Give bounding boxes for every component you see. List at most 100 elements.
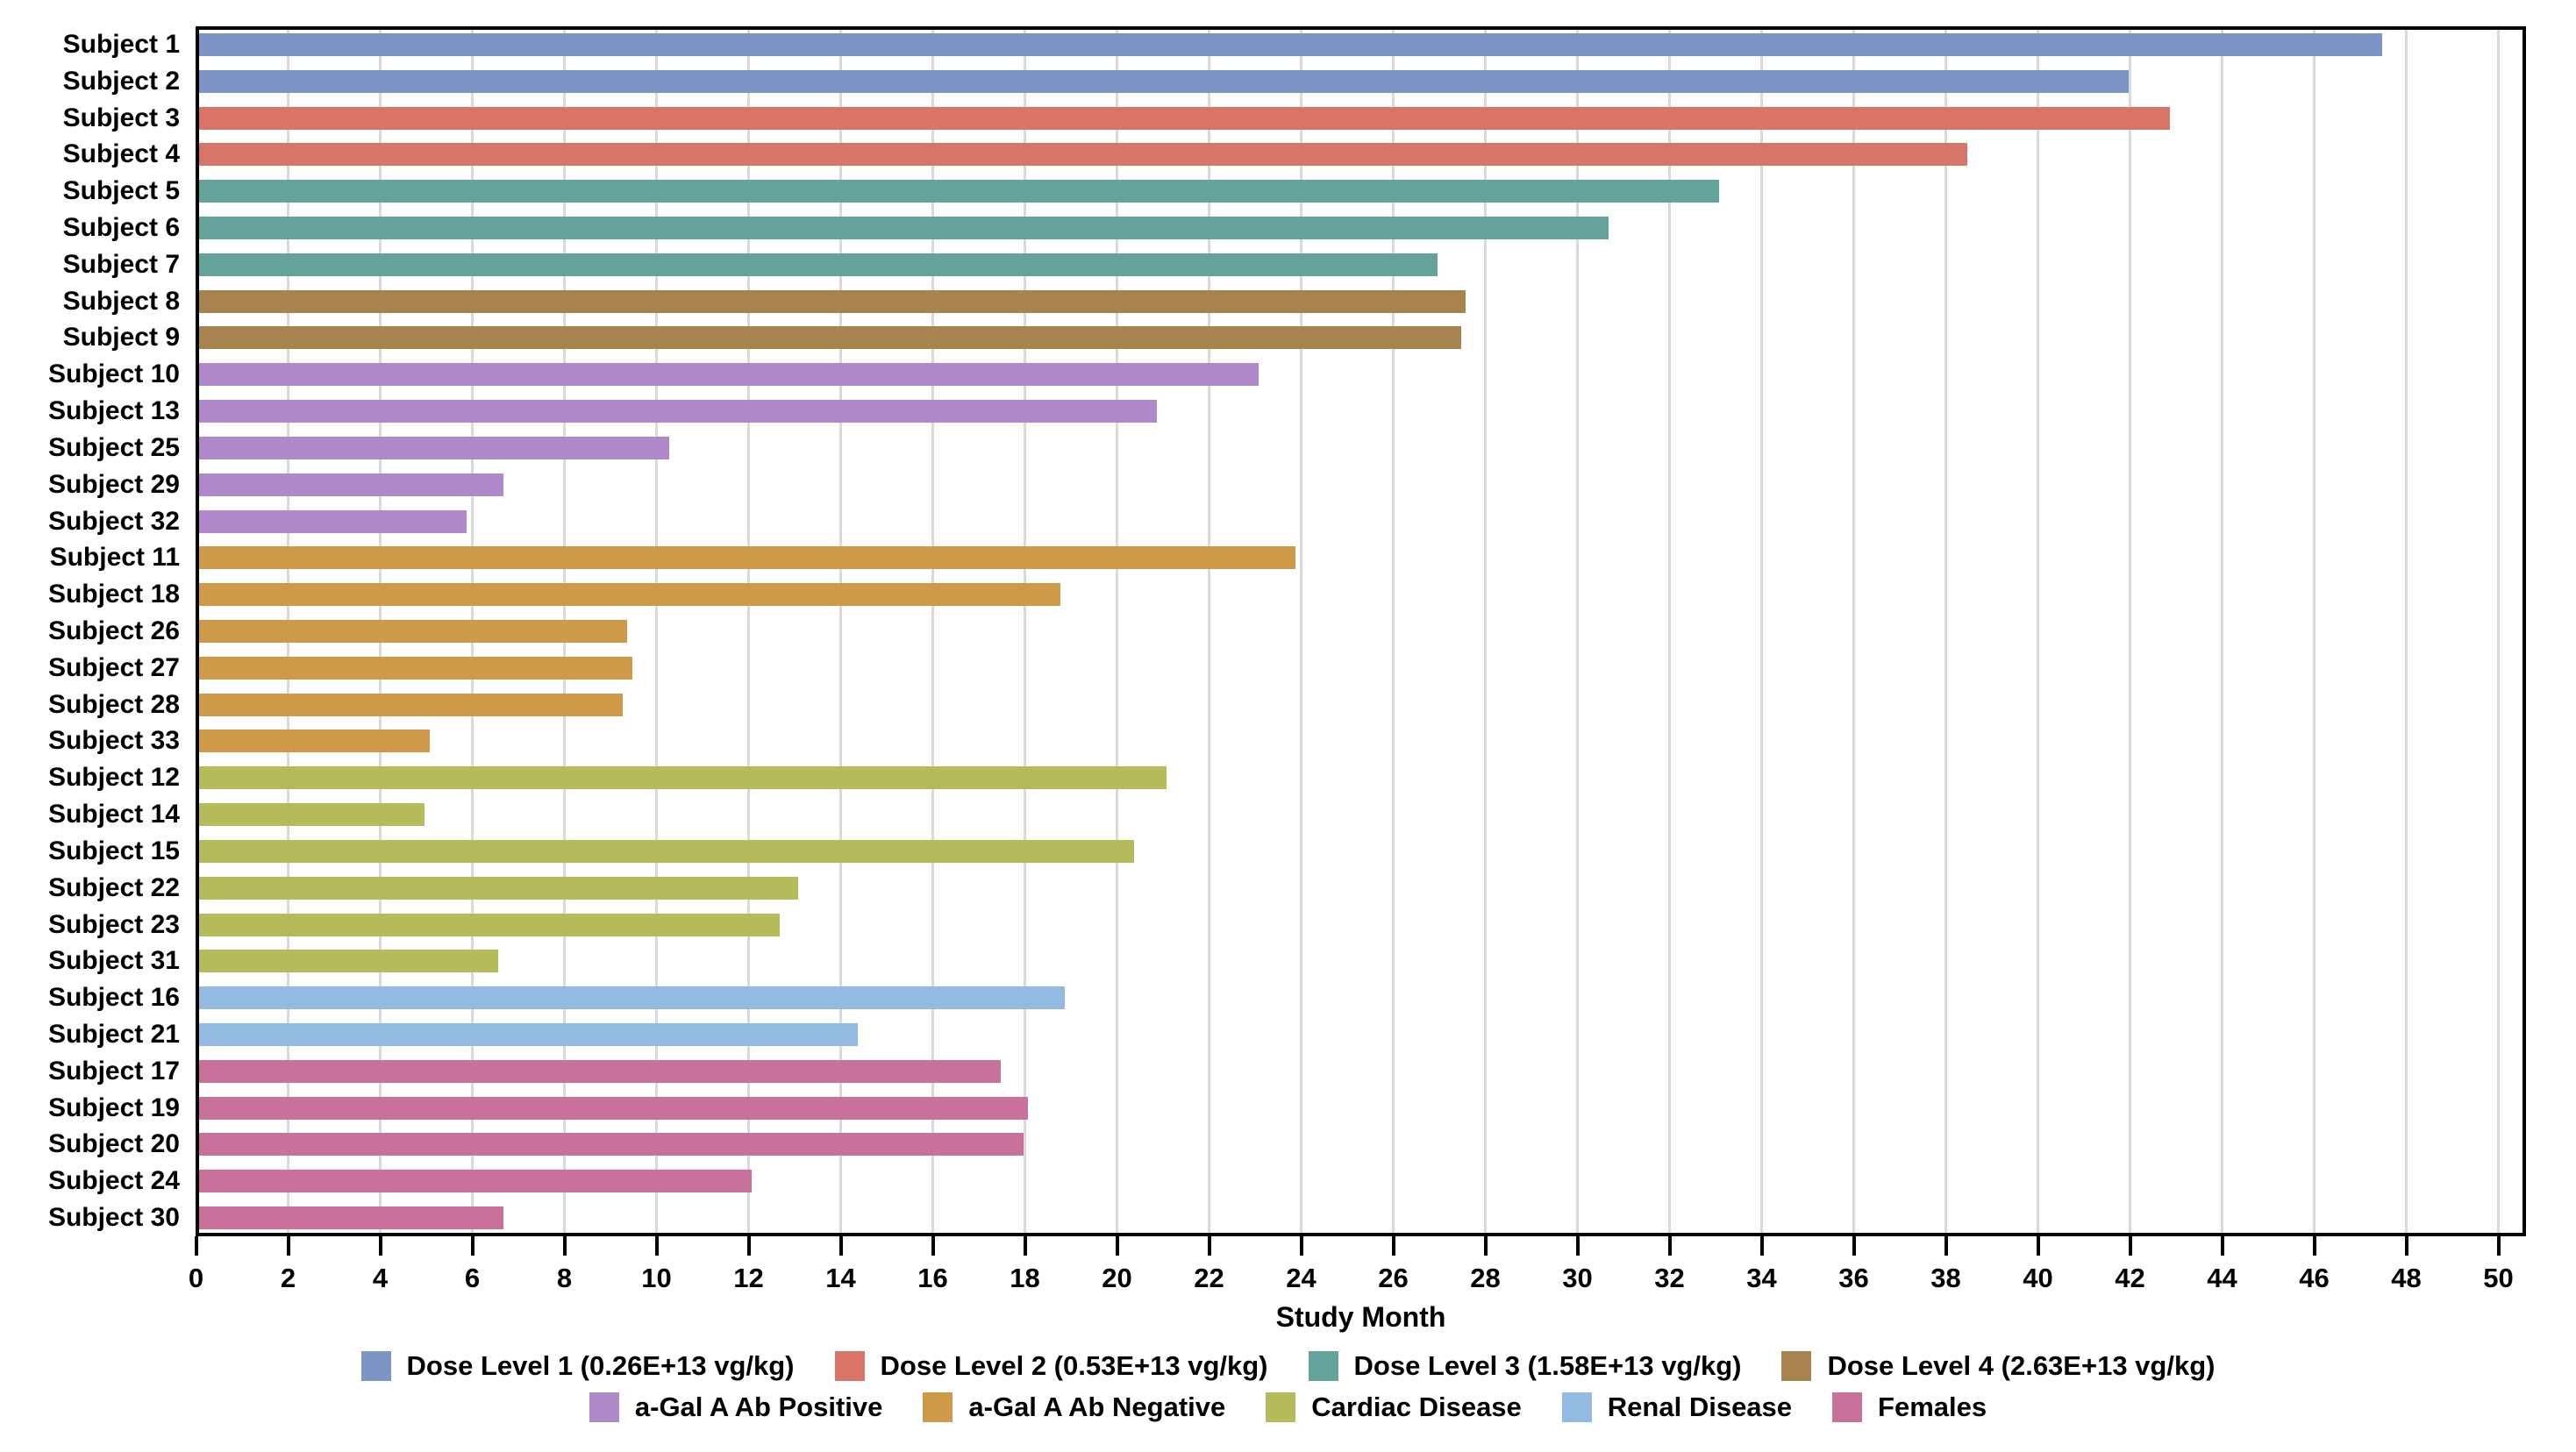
ticklabel-16: 16 (917, 1263, 948, 1293)
gridline-month-38 (1944, 30, 1947, 1233)
y-label-subject-17: Subject 17 (47, 1056, 180, 1085)
ticklabel-42: 42 (2115, 1263, 2145, 1293)
y-label-subject-12: Subject 12 (47, 763, 180, 793)
tickmark-36 (1852, 1236, 1856, 1256)
ticklabel-6: 6 (464, 1263, 481, 1293)
y-label-subject-2: Subject 2 (62, 66, 180, 96)
ticklabel-8: 8 (556, 1263, 573, 1293)
legend-row-1: Dose Level 1 (0.26E+13 vg/kg) Dose Level … (360, 1350, 2216, 1382)
bar-subject-13 (199, 400, 1157, 424)
y-label-subject-1: Subject 1 (62, 29, 180, 59)
legend-label-abneg: a-Gal A Ab Negative (968, 1392, 1226, 1422)
legend-entry-abneg: a-Gal A Ab Negative (923, 1392, 1225, 1423)
ticklabel-22: 22 (1194, 1263, 1224, 1293)
legend-swatch-females (1832, 1392, 1863, 1422)
tickmark-50 (2496, 1236, 2501, 1256)
ticklabel-12: 12 (733, 1263, 764, 1293)
y-label-subject-30: Subject 30 (47, 1203, 180, 1233)
ticklabel-44: 44 (2207, 1263, 2237, 1293)
y-label-subject-11: Subject 11 (49, 543, 180, 573)
y-axis-subject-labels: Subject 1 Subject 2 Subject 3 Subject 4 Subj… (0, 26, 180, 1236)
tickmark-2 (286, 1236, 290, 1256)
gridline-month-18 (1023, 30, 1026, 1233)
tickmark-22 (1207, 1236, 1211, 1256)
ticklabel-10: 10 (641, 1263, 672, 1293)
legend-swatch-dose4 (1781, 1351, 1812, 1381)
tickmark-8 (562, 1236, 567, 1256)
bar-subject-32 (199, 509, 467, 533)
gridline-month-20 (1115, 30, 1118, 1233)
y-label-subject-29: Subject 29 (47, 469, 180, 499)
ticklabel-26: 26 (1378, 1263, 1409, 1293)
tickmark-48 (2404, 1236, 2408, 1256)
gridline-month-12 (746, 30, 750, 1233)
legend-swatch-abneg (923, 1392, 953, 1422)
ticklabel-2: 2 (280, 1263, 296, 1293)
gridline-month-14 (838, 30, 842, 1233)
legend-swatch-dose1 (360, 1351, 391, 1381)
bar-subject-15 (199, 839, 1134, 863)
bar-subject-25 (199, 436, 669, 459)
y-label-subject-19: Subject 19 (47, 1093, 180, 1122)
ticklabel-46: 46 (2299, 1263, 2330, 1293)
legend-entry-females: Females (1832, 1392, 1987, 1423)
bar-subject-17 (199, 1059, 1001, 1083)
bar-subject-19 (199, 1096, 1028, 1120)
y-label-subject-6: Subject 6 (62, 213, 180, 242)
gridline-month-28 (1483, 30, 1487, 1233)
ticklabel-32: 32 (1654, 1263, 1685, 1293)
ticklabel-4: 4 (372, 1263, 389, 1293)
gridline-month-10 (654, 30, 658, 1233)
bar-subject-6 (199, 217, 1609, 239)
gridline-month-30 (1575, 30, 1579, 1233)
gridline-month-42 (2128, 30, 2131, 1233)
y-label-subject-7: Subject 7 (62, 249, 180, 279)
tickmark-42 (2128, 1236, 2132, 1256)
ticklabel-0: 0 (188, 1263, 204, 1293)
bar-subject-18 (199, 583, 1060, 607)
legend-label-dose4: Dose Level 4 (2.63E+13 vg/kg) (1827, 1350, 2216, 1381)
bar-subject-26 (199, 620, 628, 643)
ticklabel-14: 14 (825, 1263, 856, 1293)
tickmark-30 (1575, 1236, 1580, 1256)
y-label-subject-13: Subject 13 (47, 396, 180, 426)
gridline-month-36 (1852, 30, 1855, 1233)
legend-label-dose3: Dose Level 3 (1.58E+13 vg/kg) (1353, 1350, 1742, 1381)
bar-subject-7 (199, 253, 1438, 276)
ticklabel-30: 30 (1562, 1263, 1593, 1293)
y-label-subject-14: Subject 14 (47, 800, 180, 829)
gridline-month-46 (2312, 30, 2316, 1233)
legend-swatch-abpos (589, 1392, 619, 1422)
legend-entry-dose2: Dose Level 2 (0.53E+13 vg/kg) (834, 1350, 1268, 1382)
bar-subject-29 (199, 473, 503, 496)
legend-swatch-renal (1561, 1392, 1592, 1422)
y-label-subject-10: Subject 10 (47, 359, 180, 389)
bar-subject-23 (199, 913, 780, 936)
tickmark-10 (654, 1236, 659, 1256)
y-label-subject-28: Subject 28 (47, 689, 180, 719)
bar-subject-21 (199, 1023, 858, 1046)
tickmark-28 (1483, 1236, 1488, 1256)
legend-entry-renal: Renal Disease (1561, 1392, 1792, 1423)
tickmark-6 (470, 1236, 475, 1256)
legend-entry-abpos: a-Gal A Ab Positive (589, 1392, 882, 1423)
legend-label-dose1: Dose Level 1 (0.26E+13 vg/kg) (406, 1350, 795, 1381)
y-label-subject-26: Subject 26 (47, 616, 180, 645)
bar-subject-1 (199, 32, 2382, 56)
tickmark-34 (1759, 1236, 1764, 1256)
tickmark-4 (378, 1236, 382, 1256)
y-label-subject-18: Subject 18 (47, 580, 180, 609)
bar-subject-11 (199, 546, 1295, 570)
ticklabel-28: 28 (1470, 1263, 1501, 1293)
bar-subject-9 (199, 326, 1461, 350)
bar-subject-33 (199, 730, 430, 753)
tickmark-32 (1667, 1236, 1672, 1256)
y-label-subject-3: Subject 3 (62, 103, 180, 132)
legend-entry-dose3: Dose Level 3 (1.58E+13 vg/kg) (1308, 1350, 1742, 1382)
bar-subject-12 (199, 766, 1167, 790)
tickmark-44 (2220, 1236, 2224, 1256)
y-label-subject-24: Subject 24 (47, 1166, 180, 1196)
ticklabel-48: 48 (2391, 1263, 2422, 1293)
gridline-month-50 (2496, 30, 2500, 1233)
